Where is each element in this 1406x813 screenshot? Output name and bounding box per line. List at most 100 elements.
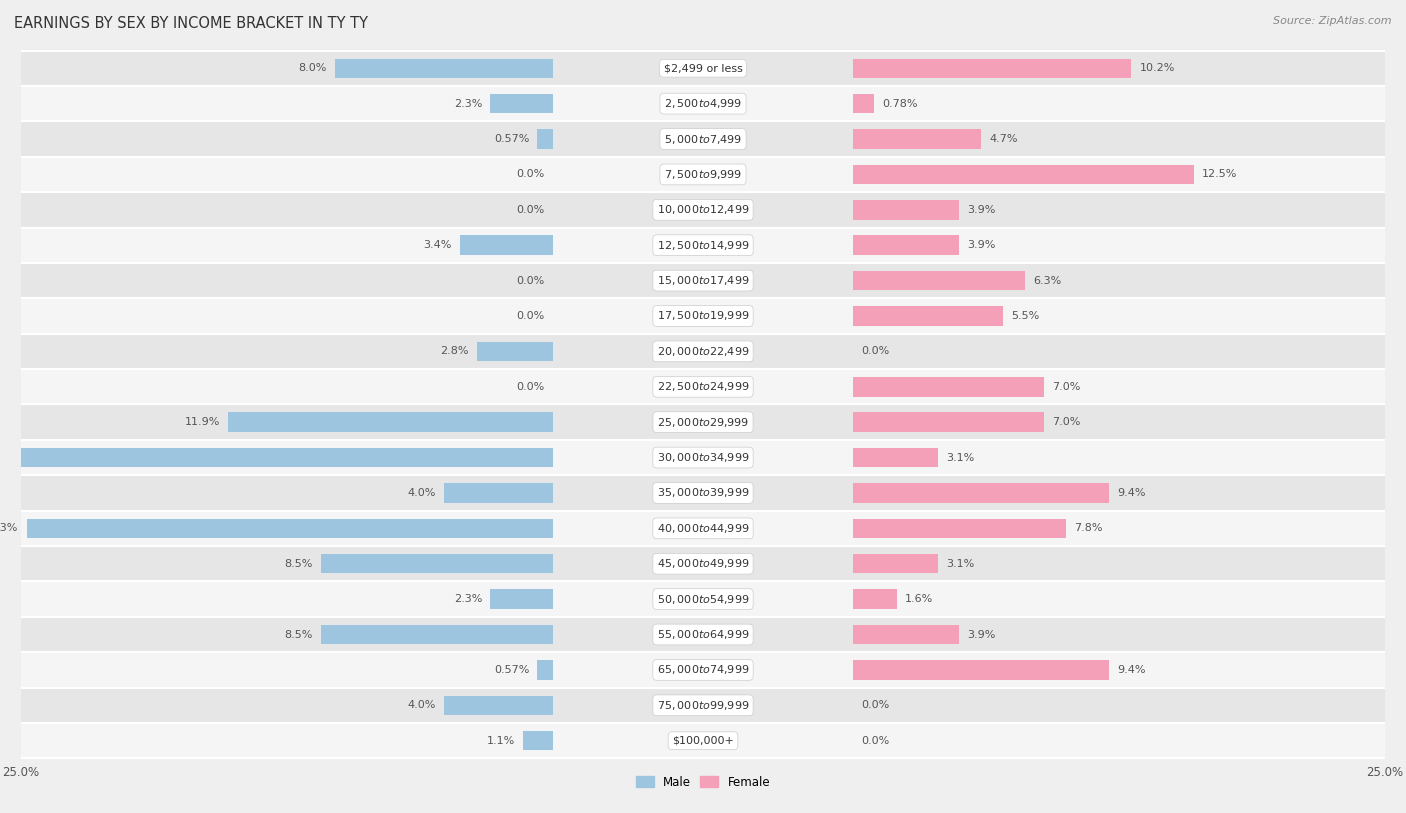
Text: $30,000 to $34,999: $30,000 to $34,999 (657, 451, 749, 464)
Text: $22,500 to $24,999: $22,500 to $24,999 (657, 380, 749, 393)
Text: 10.2%: 10.2% (1139, 63, 1175, 73)
Bar (321, 554, 553, 573)
Bar (523, 731, 553, 750)
Text: 9.4%: 9.4% (1118, 488, 1146, 498)
Text: 3.9%: 3.9% (967, 629, 995, 640)
Text: 8.5%: 8.5% (284, 629, 314, 640)
Bar (853, 660, 1109, 680)
Text: $20,000 to $22,499: $20,000 to $22,499 (657, 345, 749, 358)
Text: 0.0%: 0.0% (862, 700, 890, 711)
Text: 0.57%: 0.57% (494, 134, 529, 144)
Bar (491, 94, 553, 113)
Text: 1.6%: 1.6% (905, 594, 934, 604)
Bar (853, 200, 959, 220)
Text: $2,500 to $4,999: $2,500 to $4,999 (664, 97, 742, 110)
Bar (853, 59, 1132, 78)
Bar (853, 129, 981, 149)
Bar (21, 511, 1385, 546)
Text: 4.0%: 4.0% (408, 488, 436, 498)
Bar (21, 476, 1385, 511)
Bar (853, 307, 1002, 326)
Bar (21, 228, 1385, 263)
Text: 19.3%: 19.3% (0, 524, 18, 533)
Text: 7.0%: 7.0% (1052, 417, 1081, 427)
Bar (477, 341, 553, 361)
Bar (27, 519, 553, 538)
Bar (853, 448, 938, 467)
Bar (853, 412, 1045, 432)
Bar (21, 263, 1385, 298)
Text: 5.5%: 5.5% (1011, 311, 1039, 321)
Bar (228, 412, 553, 432)
Text: 7.0%: 7.0% (1052, 382, 1081, 392)
Bar (853, 483, 1109, 502)
Text: 2.3%: 2.3% (454, 98, 482, 109)
Bar (444, 483, 553, 502)
Text: 0.78%: 0.78% (883, 98, 918, 109)
Bar (21, 192, 1385, 228)
Text: $17,500 to $19,999: $17,500 to $19,999 (657, 310, 749, 323)
Bar (537, 660, 553, 680)
Text: 3.9%: 3.9% (967, 240, 995, 250)
Bar (460, 236, 553, 255)
Bar (444, 696, 553, 715)
Text: 3.1%: 3.1% (946, 559, 974, 569)
Text: $75,000 to $99,999: $75,000 to $99,999 (657, 699, 749, 712)
Text: $50,000 to $54,999: $50,000 to $54,999 (657, 593, 749, 606)
Text: 6.3%: 6.3% (1033, 276, 1062, 285)
Text: $2,499 or less: $2,499 or less (664, 63, 742, 73)
Bar (537, 129, 553, 149)
Bar (853, 94, 875, 113)
Bar (21, 157, 1385, 192)
Bar (21, 581, 1385, 617)
Legend: Male, Female: Male, Female (631, 771, 775, 793)
Bar (21, 121, 1385, 157)
Text: 0.0%: 0.0% (516, 276, 544, 285)
Text: 0.57%: 0.57% (494, 665, 529, 675)
Text: 4.0%: 4.0% (408, 700, 436, 711)
Text: 12.5%: 12.5% (1202, 169, 1237, 180)
Bar (853, 624, 959, 644)
Bar (853, 377, 1045, 397)
Text: 11.9%: 11.9% (184, 417, 221, 427)
Text: 3.4%: 3.4% (423, 240, 453, 250)
Bar (853, 236, 959, 255)
Text: 2.8%: 2.8% (440, 346, 468, 356)
Text: 0.0%: 0.0% (862, 736, 890, 746)
Bar (853, 519, 1066, 538)
Text: $65,000 to $74,999: $65,000 to $74,999 (657, 663, 749, 676)
Bar (321, 624, 553, 644)
Text: 1.1%: 1.1% (486, 736, 515, 746)
Bar (335, 59, 553, 78)
Text: $35,000 to $39,999: $35,000 to $39,999 (657, 486, 749, 499)
Text: $12,500 to $14,999: $12,500 to $14,999 (657, 239, 749, 252)
Text: 9.4%: 9.4% (1118, 665, 1146, 675)
Bar (21, 86, 1385, 121)
Text: $100,000+: $100,000+ (672, 736, 734, 746)
Text: $7,500 to $9,999: $7,500 to $9,999 (664, 168, 742, 181)
Bar (21, 333, 1385, 369)
Text: 7.8%: 7.8% (1074, 524, 1102, 533)
Text: $55,000 to $64,999: $55,000 to $64,999 (657, 628, 749, 641)
Text: 0.0%: 0.0% (862, 346, 890, 356)
Bar (21, 546, 1385, 581)
Bar (21, 688, 1385, 723)
Text: $15,000 to $17,499: $15,000 to $17,499 (657, 274, 749, 287)
Text: 0.0%: 0.0% (516, 169, 544, 180)
Text: $5,000 to $7,499: $5,000 to $7,499 (664, 133, 742, 146)
Text: 0.0%: 0.0% (516, 311, 544, 321)
Text: 3.1%: 3.1% (946, 453, 974, 463)
Bar (853, 554, 938, 573)
Text: 4.7%: 4.7% (990, 134, 1018, 144)
Bar (21, 298, 1385, 333)
Text: $10,000 to $12,499: $10,000 to $12,499 (657, 203, 749, 216)
Text: 2.3%: 2.3% (454, 594, 482, 604)
Bar (21, 723, 1385, 759)
Bar (21, 652, 1385, 688)
Bar (491, 589, 553, 609)
Bar (21, 617, 1385, 652)
Bar (853, 271, 1025, 290)
Text: EARNINGS BY SEX BY INCOME BRACKET IN TY TY: EARNINGS BY SEX BY INCOME BRACKET IN TY … (14, 16, 368, 31)
Bar (21, 50, 1385, 86)
Bar (0, 448, 553, 467)
